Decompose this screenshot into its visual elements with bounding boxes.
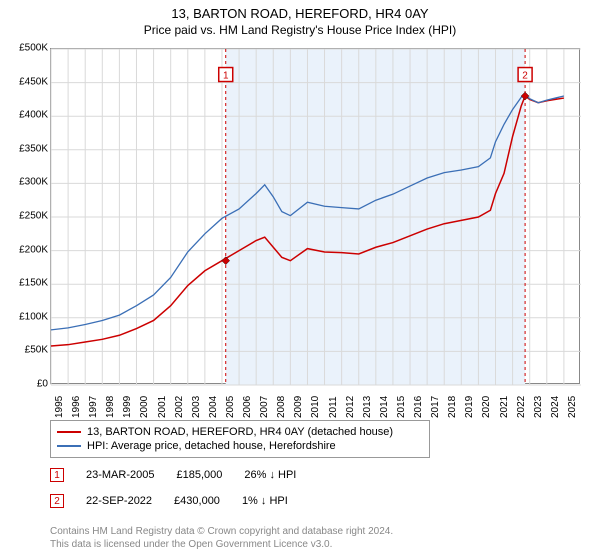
x-tick-label: 1995 (54, 396, 65, 418)
transaction-1-delta: 26% ↓ HPI (244, 469, 296, 481)
transaction-row-2: 2 22-SEP-2022 £430,000 1% ↓ HPI (50, 494, 288, 508)
y-tick-label: £200K (6, 244, 48, 255)
legend-item-hpi: HPI: Average price, detached house, Here… (57, 439, 423, 453)
svg-text:1: 1 (223, 71, 229, 82)
x-tick-label: 1997 (88, 396, 99, 418)
chart-title-block: 13, BARTON ROAD, HEREFORD, HR4 0AY Price… (0, 0, 600, 37)
y-tick-label: £400K (6, 110, 48, 121)
legend-label-hpi: HPI: Average price, detached house, Here… (87, 440, 336, 452)
x-tick-label: 2009 (293, 396, 304, 418)
x-tick-label: 2021 (499, 396, 510, 418)
legend-swatch-hpi (57, 445, 81, 447)
transaction-marker-2: 2 (50, 494, 64, 508)
footer-line-1: Contains HM Land Registry data © Crown c… (50, 526, 393, 539)
x-tick-label: 2023 (533, 396, 544, 418)
y-tick-label: £0 (6, 379, 48, 390)
x-tick-label: 2025 (567, 396, 578, 418)
legend-swatch-property (57, 431, 81, 433)
transaction-marker-1-label: 1 (54, 470, 60, 481)
transaction-2-date: 22-SEP-2022 (86, 495, 152, 507)
transaction-2-price: £430,000 (174, 495, 220, 507)
chart-plot-area: 12 (50, 48, 580, 384)
y-tick-label: £150K (6, 278, 48, 289)
x-tick-label: 2010 (310, 396, 321, 418)
x-tick-label: 2005 (225, 396, 236, 418)
svg-text:2: 2 (522, 71, 528, 82)
x-tick-label: 2004 (208, 396, 219, 418)
transaction-marker-2-label: 2 (54, 496, 60, 507)
x-tick-label: 2002 (174, 396, 185, 418)
y-tick-label: £450K (6, 76, 48, 87)
x-tick-label: 2003 (191, 396, 202, 418)
legend-label-property: 13, BARTON ROAD, HEREFORD, HR4 0AY (deta… (87, 426, 393, 438)
y-tick-label: £500K (6, 43, 48, 54)
x-tick-label: 2020 (481, 396, 492, 418)
x-tick-label: 2001 (157, 396, 168, 418)
footer-line-2: This data is licensed under the Open Gov… (50, 539, 393, 552)
chart-subtitle: Price paid vs. HM Land Registry's House … (0, 23, 600, 37)
transaction-1-price: £185,000 (176, 469, 222, 481)
x-tick-label: 2000 (139, 396, 150, 418)
x-tick-label: 1996 (71, 396, 82, 418)
transaction-2-delta: 1% ↓ HPI (242, 495, 288, 507)
legend-item-property: 13, BARTON ROAD, HEREFORD, HR4 0AY (deta… (57, 425, 423, 439)
transaction-row-1: 1 23-MAR-2005 £185,000 26% ↓ HPI (50, 468, 296, 482)
x-tick-label: 2016 (413, 396, 424, 418)
x-tick-label: 2006 (242, 396, 253, 418)
x-tick-label: 2022 (516, 396, 527, 418)
chart-title: 13, BARTON ROAD, HEREFORD, HR4 0AY (0, 6, 600, 21)
chart-svg: 12 (51, 49, 579, 383)
x-tick-label: 2012 (345, 396, 356, 418)
x-tick-label: 2013 (362, 396, 373, 418)
x-tick-label: 2008 (276, 396, 287, 418)
transaction-marker-1: 1 (50, 468, 64, 482)
y-tick-label: £100K (6, 311, 48, 322)
footer-attribution: Contains HM Land Registry data © Crown c… (50, 526, 393, 551)
y-tick-label: £250K (6, 211, 48, 222)
x-tick-label: 2017 (430, 396, 441, 418)
y-tick-label: £50K (6, 345, 48, 356)
x-tick-label: 2011 (328, 396, 339, 418)
x-tick-label: 2007 (259, 396, 270, 418)
y-tick-label: £300K (6, 177, 48, 188)
legend: 13, BARTON ROAD, HEREFORD, HR4 0AY (deta… (50, 420, 430, 458)
x-tick-label: 1998 (105, 396, 116, 418)
x-tick-label: 2014 (379, 396, 390, 418)
transaction-1-date: 23-MAR-2005 (86, 469, 154, 481)
x-tick-label: 2018 (447, 396, 458, 418)
y-tick-label: £350K (6, 143, 48, 154)
x-tick-label: 2015 (396, 396, 407, 418)
x-tick-label: 2019 (464, 396, 475, 418)
x-tick-label: 1999 (122, 396, 133, 418)
x-tick-label: 2024 (550, 396, 561, 418)
